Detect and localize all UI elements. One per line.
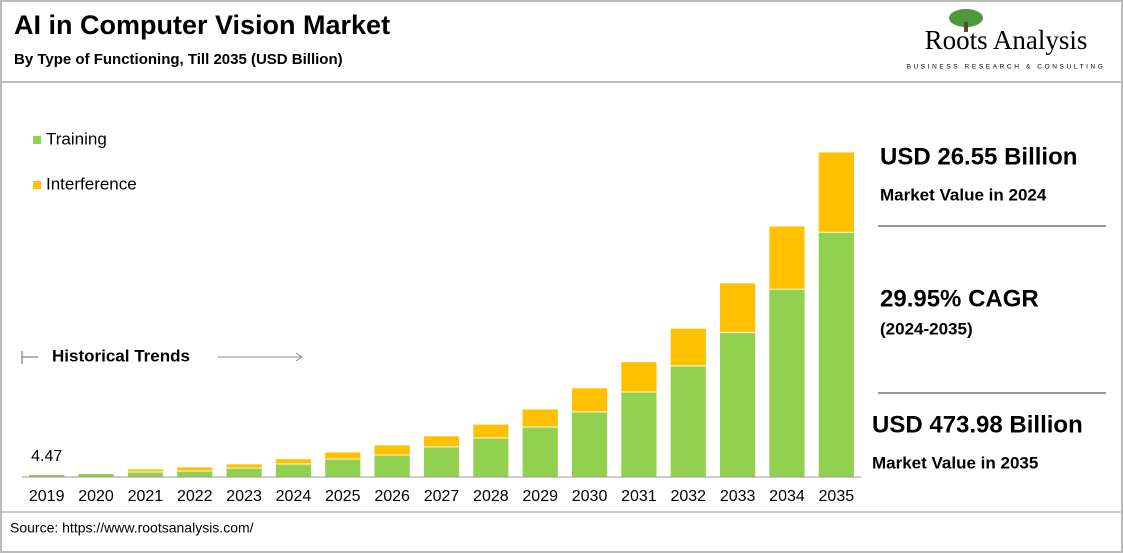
logo-tagline: BUSINESS RESEARCH & CONSULTING [907, 64, 1106, 71]
logo: Roots Analysis BUSINESS RESEARCH & CONSU… [907, 9, 1106, 71]
x-tick-label: 2023 [226, 488, 262, 505]
x-tick-label: 2033 [720, 488, 756, 505]
bar-segment [620, 361, 658, 393]
bar-segment [620, 391, 658, 478]
highlight-label: Market Value in 2024 [880, 185, 1047, 204]
logo-tree [949, 9, 983, 27]
bar-segment [521, 408, 559, 428]
x-tick-label: 2035 [819, 488, 855, 505]
x-tick-label: 2020 [78, 488, 114, 505]
bar-segment [571, 387, 608, 413]
source: Source: https://www.rootsanalysis.com/ [10, 520, 254, 536]
trend-arrowhead [295, 352, 303, 362]
bar-segment [817, 151, 855, 233]
highlight-label: (2024-2035) [880, 319, 973, 338]
logo-name: Roots Analysis [925, 25, 1088, 55]
x-tick-label: 2028 [473, 488, 509, 505]
legend-swatch [33, 181, 41, 189]
logo-trunk [964, 22, 968, 32]
bar-segment [28, 473, 66, 476]
highlight-label: Market Value in 2035 [872, 453, 1038, 472]
bar-segment [176, 466, 214, 472]
x-tick-label: 2032 [670, 488, 706, 505]
bar-segment [719, 331, 757, 478]
bar-segment [176, 470, 214, 478]
bar-segment [669, 365, 707, 478]
chart-title: AI in Computer Vision Market [14, 10, 390, 40]
legend-swatch [33, 136, 41, 144]
x-tick-label: 2019 [29, 488, 65, 505]
bar-segment [275, 463, 312, 478]
bar-segment [472, 437, 510, 478]
bar-segment [225, 463, 263, 469]
x-tick-label: 2025 [325, 488, 361, 505]
trend-annotation: Historical Trends [52, 346, 190, 365]
bar-segment [77, 472, 115, 474]
bar-segment [423, 446, 460, 478]
x-tick-label: 2026 [374, 488, 410, 505]
highlight-value: USD 26.55 Billion [880, 143, 1077, 170]
bar-segment [126, 468, 164, 473]
x-tick-label: 2027 [424, 488, 460, 505]
x-tick-label: 2024 [276, 488, 312, 505]
x-tick-label: 2030 [572, 488, 608, 505]
bar-segment [225, 467, 263, 478]
bar-segment [719, 282, 757, 333]
bar-segment [768, 225, 806, 290]
x-tick-label: 2022 [177, 488, 213, 505]
bar-segment [472, 423, 510, 439]
bar-segment [423, 435, 460, 448]
bar-segment [768, 288, 806, 478]
legend-label: Training [46, 129, 107, 148]
bar-segment [373, 444, 411, 456]
bar-segment [817, 231, 855, 478]
bar-segment [669, 327, 707, 367]
bar-segment [275, 458, 312, 465]
chart-subtitle: By Type of Functioning, Till 2035 (USD B… [14, 51, 343, 68]
bar-segment [77, 473, 115, 478]
legend-label: Interference [46, 174, 137, 193]
bar-segment [324, 451, 362, 460]
bar-label: 4.47 [31, 448, 62, 465]
highlight-value: USD 473.98 Billion [872, 411, 1083, 438]
x-tick-label: 2031 [621, 488, 657, 505]
bar-segment [373, 454, 411, 478]
highlight-value: 29.95% CAGR [880, 285, 1039, 312]
x-tick-label: 2021 [128, 488, 164, 505]
bar-segment [571, 411, 608, 478]
bar-segment [324, 458, 362, 478]
x-tick-label: 2034 [769, 488, 805, 505]
bar-segment [521, 426, 559, 478]
x-tick-label: 2029 [522, 488, 558, 505]
bar-segment [126, 471, 164, 478]
